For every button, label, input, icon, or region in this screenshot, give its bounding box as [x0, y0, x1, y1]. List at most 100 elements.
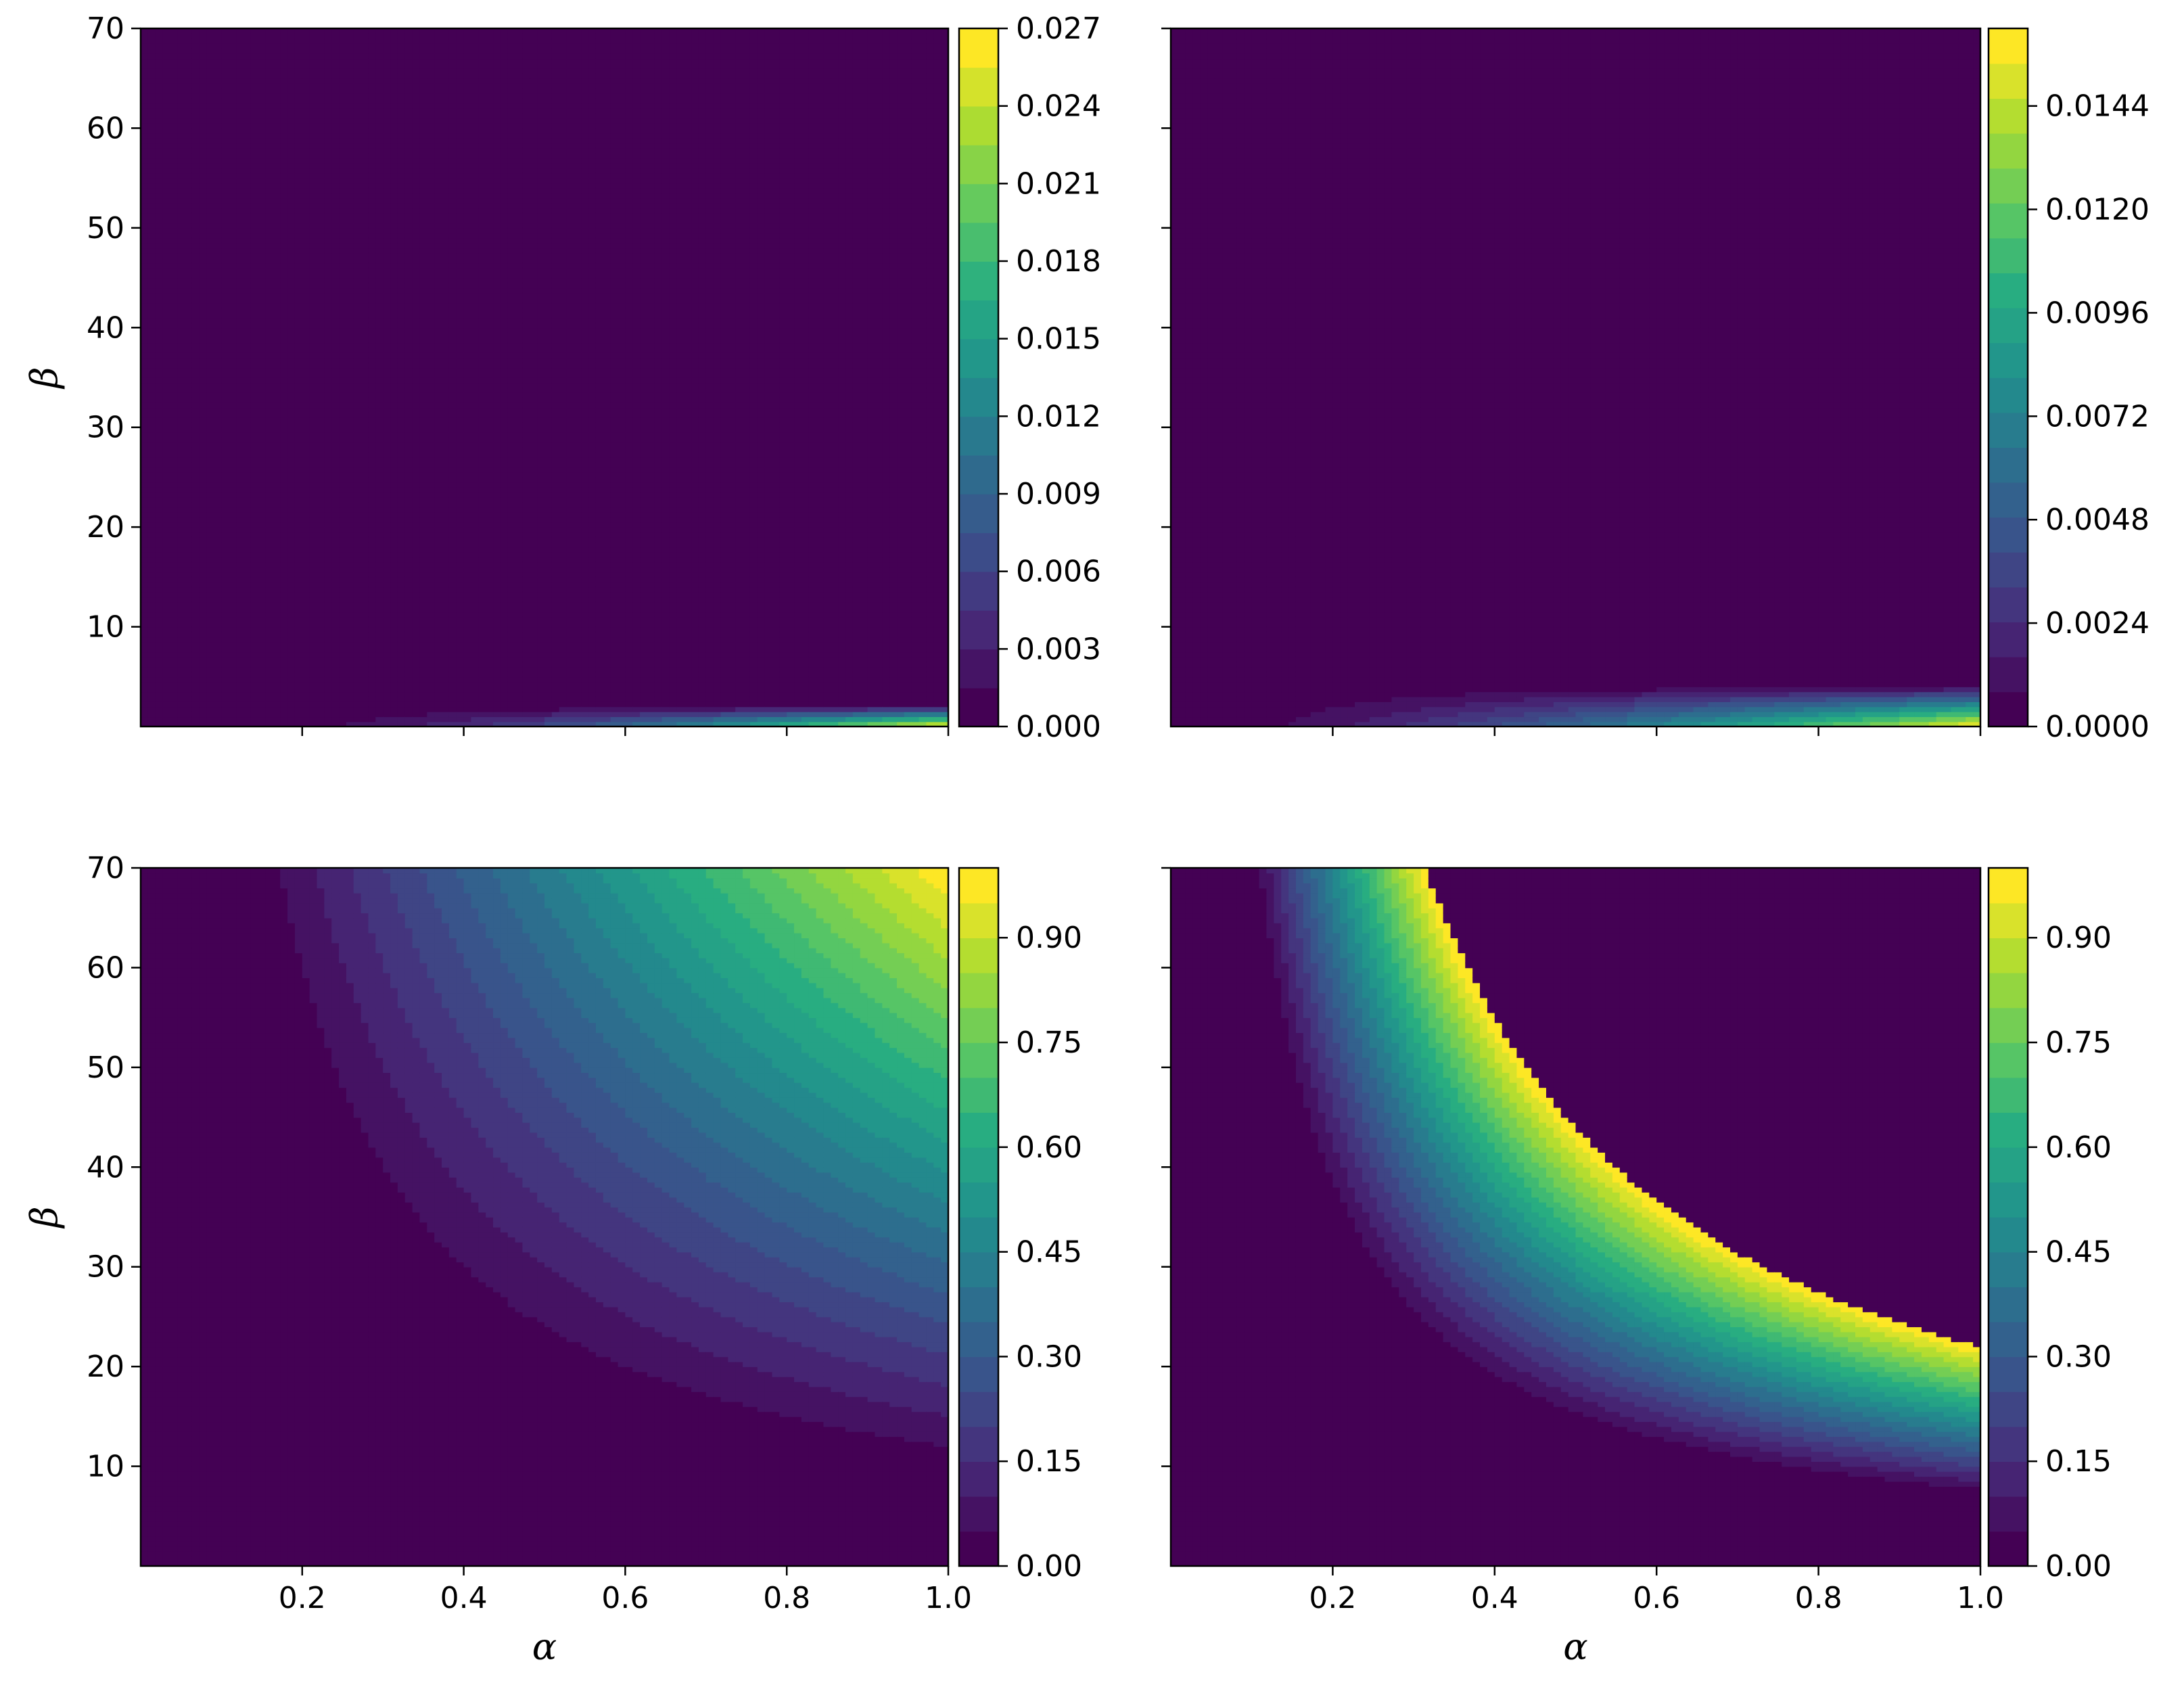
heatmap-cell: [207, 547, 215, 553]
heatmap-cell: [207, 103, 215, 109]
heatmap-cell: [163, 497, 171, 503]
heatmap-cell: [141, 382, 149, 388]
heatmap-cell: [207, 118, 215, 124]
heatmap-cell: [200, 637, 208, 642]
heatmap-cell: [177, 502, 185, 507]
heatmap-cell: [163, 352, 171, 358]
heatmap-cell: [177, 158, 185, 164]
heatmap-cell: [170, 417, 178, 423]
heatmap-cell: [163, 642, 171, 647]
heatmap-cell: [185, 697, 193, 702]
heatmap-cell: [185, 612, 193, 617]
heatmap-cell: [185, 442, 193, 448]
heatmap-cell: [170, 118, 178, 124]
heatmap-cell: [200, 158, 208, 164]
heatmap-cell: [141, 168, 149, 173]
heatmap-cell: [163, 293, 171, 298]
heatmap-cell: [156, 43, 164, 49]
heatmap-cell: [214, 352, 223, 358]
heatmap-cell: [192, 73, 200, 78]
heatmap-cell: [170, 193, 178, 198]
heatmap-cell: [207, 193, 215, 198]
heatmap-cell: [148, 582, 156, 587]
heatmap-cell: [200, 527, 208, 532]
heatmap-cell: [156, 716, 164, 722]
heatmap-cell: [200, 507, 208, 513]
heatmap-cell: [141, 268, 149, 273]
heatmap-cell: [185, 313, 193, 318]
heatmap-cell: [141, 552, 149, 557]
heatmap-cell: [163, 373, 171, 378]
heatmap-cell: [141, 572, 149, 577]
heatmap-cell: [185, 163, 193, 168]
heatmap-cell: [192, 517, 200, 522]
heatmap-cell: [170, 173, 178, 179]
heatmap-cell: [177, 323, 185, 328]
heatmap-cell: [207, 287, 215, 293]
heatmap-cell: [170, 333, 178, 338]
heatmap-cell: [192, 707, 200, 712]
heatmap-cell: [200, 138, 208, 143]
heatmap-cell: [163, 442, 171, 448]
heatmap-cell: [141, 302, 149, 308]
heatmap-cell: [163, 93, 171, 99]
heatmap-cell: [214, 358, 223, 363]
heatmap-cell: [192, 168, 200, 173]
heatmap-cell: [207, 113, 215, 118]
heatmap-cell: [192, 627, 200, 632]
heatmap-cell: [214, 497, 223, 503]
heatmap-cell: [207, 462, 215, 467]
heatmap-cell: [192, 233, 200, 238]
heatmap-cell: [192, 208, 200, 213]
heatmap-cell: [177, 657, 185, 662]
heatmap-cell: [170, 238, 178, 244]
heatmap-cell: [207, 173, 215, 179]
heatmap-cell: [170, 428, 178, 433]
heatmap-cell: [170, 647, 178, 652]
heatmap-cell: [148, 422, 156, 428]
heatmap-cell: [177, 313, 185, 318]
heatmap-cell: [170, 68, 178, 74]
heatmap-cell: [214, 203, 223, 208]
heatmap-cell: [163, 273, 171, 278]
heatmap-cell: [200, 313, 208, 318]
heatmap-cell: [156, 48, 164, 53]
heatmap-cell: [177, 432, 185, 438]
heatmap-cell: [200, 712, 208, 717]
heatmap-cell: [214, 557, 223, 562]
heatmap-cell: [177, 428, 185, 433]
heatmap-cell: [192, 203, 200, 208]
heatmap-cell: [141, 422, 149, 428]
heatmap-cell: [192, 163, 200, 168]
heatmap-cell: [185, 657, 193, 662]
heatmap-cell: [170, 302, 178, 308]
heatmap-cell: [141, 183, 149, 189]
heatmap-cell: [207, 637, 215, 642]
heatmap-cell: [163, 53, 171, 59]
heatmap-cell: [200, 33, 208, 39]
heatmap-cell: [200, 183, 208, 189]
heatmap-cell: [148, 497, 156, 503]
heatmap-cell: [148, 442, 156, 448]
heatmap-cell: [214, 572, 223, 577]
heatmap-cell: [170, 527, 178, 532]
heatmap-cell: [200, 178, 208, 183]
heatmap-cell: [156, 128, 164, 133]
heatmap-cell: [192, 701, 200, 707]
heatmap-cell: [177, 33, 185, 39]
heatmap-cell: [200, 647, 208, 652]
heatmap-cell: [141, 193, 149, 198]
heatmap-cell: [141, 98, 149, 103]
heatmap-cell: [156, 657, 164, 662]
heatmap-cell: [141, 198, 149, 204]
heatmap-cell: [163, 283, 171, 288]
heatmap-cell: [148, 402, 156, 408]
heatmap-cell: [207, 592, 215, 597]
heatmap-cell: [148, 482, 156, 488]
heatmap-cell: [170, 258, 178, 263]
heatmap-cell: [185, 183, 193, 189]
heatmap-cell: [163, 88, 171, 93]
heatmap-cell: [163, 39, 171, 44]
heatmap-cell: [148, 283, 156, 288]
heatmap-cell: [177, 183, 185, 189]
